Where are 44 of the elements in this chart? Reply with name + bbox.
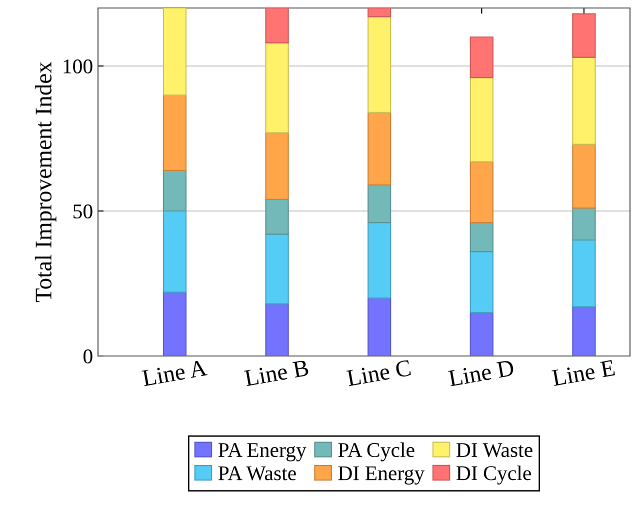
bar — [572, 208, 596, 241]
bar — [572, 306, 596, 356]
bar — [162, 210, 187, 293]
bar — [162, 8, 187, 96]
legend-label: DI Cycle — [456, 466, 531, 485]
bar — [265, 234, 289, 304]
bar — [368, 222, 392, 299]
y-axis-title: Total Improvement Index — [34, 62, 56, 302]
bar — [265, 198, 289, 235]
x-tick-label: Line B — [244, 360, 309, 386]
bar — [368, 184, 392, 224]
bar — [162, 94, 187, 171]
legend-label: PA Cycle — [338, 442, 414, 462]
legend-label: PA Energy — [218, 443, 306, 462]
bar — [265, 42, 289, 134]
bar — [572, 13, 596, 58]
bar — [162, 292, 187, 356]
legend-label: DI Energy — [338, 466, 425, 485]
bar — [470, 161, 494, 224]
legend-label: PA Waste — [218, 466, 296, 480]
bar — [470, 36, 494, 78]
x-tick-label: Line E — [552, 360, 616, 386]
y-tick-label: 0 — [84, 349, 92, 364]
bar — [572, 56, 596, 145]
bar — [368, 297, 392, 356]
bar — [368, 112, 392, 186]
x-tick-label: Line D — [448, 360, 514, 387]
bar — [265, 303, 289, 356]
bar — [470, 222, 494, 252]
x-tick-label: Line C — [346, 360, 412, 386]
bar — [572, 144, 596, 209]
bar — [470, 312, 494, 356]
bar — [572, 239, 596, 308]
bar — [470, 251, 494, 314]
bar — [162, 170, 187, 212]
bar — [265, 8, 289, 44]
bar — [265, 132, 289, 200]
y-tick-label: 50 — [74, 204, 92, 218]
x-tick-label: Line A — [142, 360, 208, 386]
y-tick-label: 100 — [64, 59, 92, 74]
bar — [470, 77, 494, 162]
bar — [368, 8, 392, 18]
bar — [368, 16, 392, 113]
legend-label: DI Waste — [456, 443, 532, 458]
